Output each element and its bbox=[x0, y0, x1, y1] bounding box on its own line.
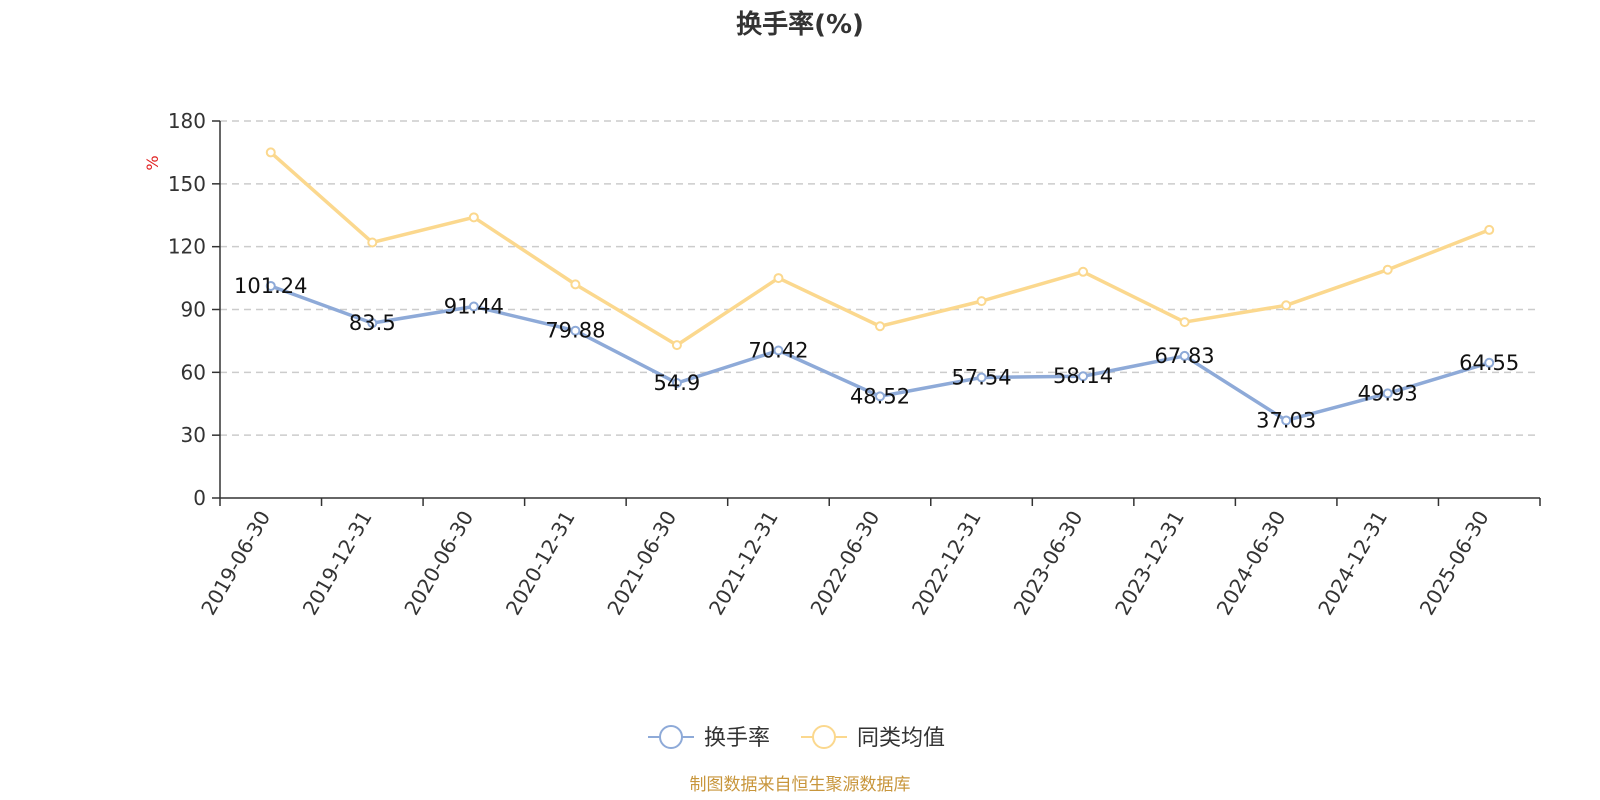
data-label: 70.42 bbox=[748, 339, 808, 363]
x-tick-label: 2020-12-31 bbox=[501, 507, 580, 620]
data-label: 67.83 bbox=[1155, 344, 1215, 368]
y-tick-label: 120 bbox=[168, 235, 206, 259]
x-tick-label: 2019-06-30 bbox=[196, 507, 275, 620]
grid-lines bbox=[220, 120, 1540, 436]
y-tick-label: 90 bbox=[181, 298, 206, 322]
series-1: 101.24 83.5 91.44 79.88 54.9 70.42 48.52 57.54 5… bbox=[234, 274, 1519, 432]
x-axis-ticks: 2019-06-30 2019-12-31 2020-06-30 2020-12-31… bbox=[196, 498, 1541, 620]
data-point[interactable] bbox=[265, 280, 276, 291]
legend-marker bbox=[659, 725, 683, 749]
data-label: 48.52 bbox=[850, 384, 910, 408]
legend-item-2[interactable]: 同类均值 bbox=[801, 725, 945, 751]
x-tick-label: 2022-06-30 bbox=[805, 507, 884, 620]
data-point[interactable] bbox=[367, 318, 378, 329]
data-point[interactable] bbox=[1078, 371, 1089, 382]
data-point[interactable] bbox=[976, 296, 987, 307]
y-tick-label: 150 bbox=[168, 172, 206, 196]
x-tick-label: 2020-06-30 bbox=[399, 507, 478, 620]
data-point[interactable] bbox=[1382, 264, 1393, 275]
data-point[interactable] bbox=[976, 372, 987, 383]
data-label: 54.9 bbox=[654, 371, 701, 395]
legend-marker bbox=[812, 725, 836, 749]
x-tick-label: 2025-06-30 bbox=[1415, 507, 1494, 620]
data-label: 101.24 bbox=[234, 274, 307, 298]
series-layer: 101.24 83.5 91.44 79.88 54.9 70.42 48.52 57.54 5… bbox=[234, 147, 1519, 432]
x-tick-label: 2021-06-30 bbox=[602, 507, 681, 620]
series-2 bbox=[265, 147, 1495, 351]
data-point[interactable] bbox=[671, 340, 682, 351]
data-label: 49.93 bbox=[1358, 381, 1418, 405]
data-point[interactable] bbox=[773, 345, 784, 356]
data-point[interactable] bbox=[1484, 357, 1495, 368]
data-point[interactable] bbox=[468, 212, 479, 223]
data-label: 57.54 bbox=[951, 365, 1011, 389]
data-point[interactable] bbox=[1281, 300, 1292, 311]
data-point[interactable] bbox=[1484, 224, 1495, 235]
legend-label: 同类均值 bbox=[857, 726, 945, 751]
data-point[interactable] bbox=[570, 325, 581, 336]
data-label: 79.88 bbox=[545, 319, 605, 343]
x-tick-label: 2023-12-31 bbox=[1110, 507, 1189, 620]
data-label: 58.14 bbox=[1053, 364, 1113, 388]
x-tick-label: 2023-06-30 bbox=[1009, 507, 1088, 620]
data-point[interactable] bbox=[265, 147, 276, 158]
x-tick-label: 2019-12-31 bbox=[298, 507, 377, 620]
data-point[interactable] bbox=[1078, 266, 1089, 277]
y-tick-label: 60 bbox=[181, 360, 206, 384]
legend-label: 换手率 bbox=[704, 726, 770, 751]
y-tick-label: 180 bbox=[168, 109, 206, 133]
legend[interactable]: 换手率 同类均值 bbox=[648, 725, 945, 751]
x-tick-label: 2022-12-31 bbox=[907, 507, 986, 620]
legend-item-1[interactable]: 换手率 bbox=[648, 725, 770, 751]
data-point[interactable] bbox=[1281, 415, 1292, 426]
source-note: 制图数据来自恒生聚源数据库 bbox=[690, 775, 911, 795]
y-tick-label: 30 bbox=[181, 423, 206, 447]
data-point[interactable] bbox=[570, 279, 581, 290]
chart-title: 换手率(%) bbox=[736, 9, 864, 40]
data-point[interactable] bbox=[773, 273, 784, 284]
data-point[interactable] bbox=[367, 237, 378, 248]
data-point[interactable] bbox=[468, 301, 479, 312]
data-label: 83.5 bbox=[349, 311, 396, 335]
data-point[interactable] bbox=[1382, 388, 1393, 399]
x-tick-label: 2024-06-30 bbox=[1212, 507, 1291, 620]
y-axis-unit: % bbox=[143, 155, 162, 170]
data-point[interactable] bbox=[1179, 350, 1190, 361]
data-label: 37.03 bbox=[1256, 408, 1316, 432]
data-label: 64.55 bbox=[1459, 351, 1519, 375]
x-tick-label: 2021-12-31 bbox=[704, 507, 783, 620]
data-point[interactable] bbox=[671, 378, 682, 389]
y-tick-label: 0 bbox=[193, 486, 206, 510]
data-point[interactable] bbox=[875, 321, 885, 332]
y-axis-ticks: 0 30 60 90 120 150 180 bbox=[168, 109, 220, 510]
x-tick-label: 2024-12-31 bbox=[1313, 507, 1392, 620]
data-label: 91.44 bbox=[444, 294, 504, 318]
data-point[interactable] bbox=[875, 391, 885, 402]
data-point[interactable] bbox=[1179, 317, 1190, 328]
